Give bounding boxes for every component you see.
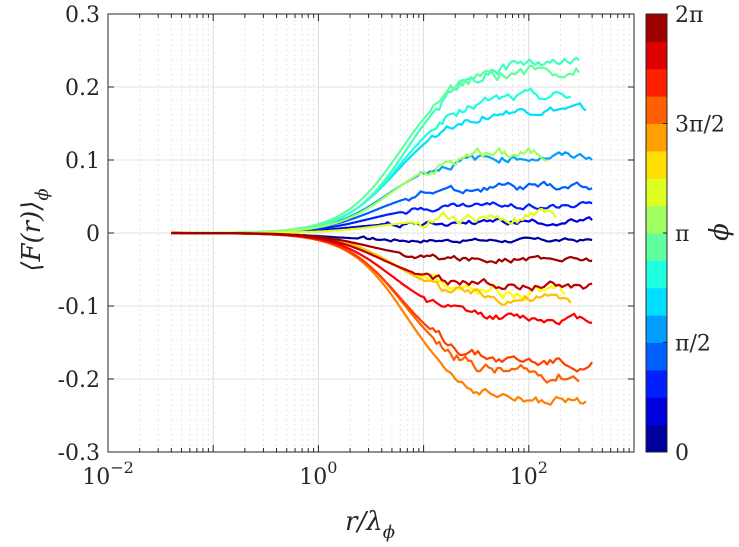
series-lines xyxy=(171,56,593,406)
x-axis-label-main: r/λ xyxy=(345,507,383,537)
series-line xyxy=(171,102,587,235)
colorbar-ticks: 0 π/2 π 3π/2 2π xyxy=(663,3,725,466)
colorbar-band xyxy=(646,342,667,371)
x-tick-exponent: −2 xyxy=(110,458,134,477)
colorbar-band xyxy=(646,287,667,316)
colorbar-tick-label: 2π xyxy=(675,3,703,28)
colorbar-band xyxy=(646,260,667,289)
y-tick-label: 0.3 xyxy=(65,3,100,28)
y-axis-ticks: 0.3 0.2 0.1 0 -0.1 -0.2 -0.3 xyxy=(58,3,634,466)
colorbar-tick-label: 0 xyxy=(675,441,689,466)
colorbar-band xyxy=(646,205,667,234)
x-axis-label-sub: ϕ xyxy=(383,522,395,543)
x-tick-exponent: 2 xyxy=(538,458,548,477)
colorbar-band xyxy=(646,233,667,261)
colorbar-tick-label: 3π/2 xyxy=(675,113,725,138)
y-axis-label-main: ⟨F(r)⟩ xyxy=(17,201,47,272)
colorbar-band xyxy=(646,150,667,179)
colorbar-band xyxy=(646,68,667,97)
colorbar-band xyxy=(646,424,667,453)
y-tick-label: -0.2 xyxy=(58,368,100,393)
series-line xyxy=(171,56,580,235)
x-tick-base: 10 xyxy=(510,465,538,490)
colorbar-label: ϕ xyxy=(705,223,735,241)
colorbar-band xyxy=(646,96,667,124)
colorbar-band xyxy=(646,123,667,152)
colorbar-tick-label: π xyxy=(675,222,689,247)
x-axis-ticks: 10−2 100 102 xyxy=(82,14,630,490)
colorbar: 0 π/2 π 3π/2 2π ϕ xyxy=(645,3,735,466)
x-tick-base: 10 xyxy=(299,465,327,490)
series-line xyxy=(171,231,593,265)
colorbar-band xyxy=(646,14,667,42)
x-axis-label: r/λϕ xyxy=(345,507,395,543)
colorbar-band xyxy=(646,41,667,70)
colorbar-band xyxy=(646,315,667,343)
y-tick-label: -0.3 xyxy=(58,441,100,466)
colorbar-band xyxy=(646,178,667,207)
x-tick-exponent: 0 xyxy=(327,458,337,477)
y-tick-label: 0.2 xyxy=(65,76,100,101)
colorbar-bands xyxy=(646,14,667,453)
x-tick-label: 102 xyxy=(510,458,548,490)
colorbar-band xyxy=(646,397,667,426)
x-tick-label: 10−2 xyxy=(82,458,134,490)
y-axis-label-sub: ϕ xyxy=(32,188,53,200)
x-tick-base: 10 xyxy=(82,465,110,490)
x-tick-label: 100 xyxy=(299,458,337,490)
y-tick-label: 0 xyxy=(86,222,100,247)
colorbar-tick-label: π/2 xyxy=(675,332,711,357)
y-tick-label: 0.1 xyxy=(65,149,100,174)
colorbar-band xyxy=(646,369,667,398)
y-axis-label: ⟨F(r)⟩ϕ xyxy=(17,188,53,271)
y-tick-label: -0.1 xyxy=(58,295,100,320)
